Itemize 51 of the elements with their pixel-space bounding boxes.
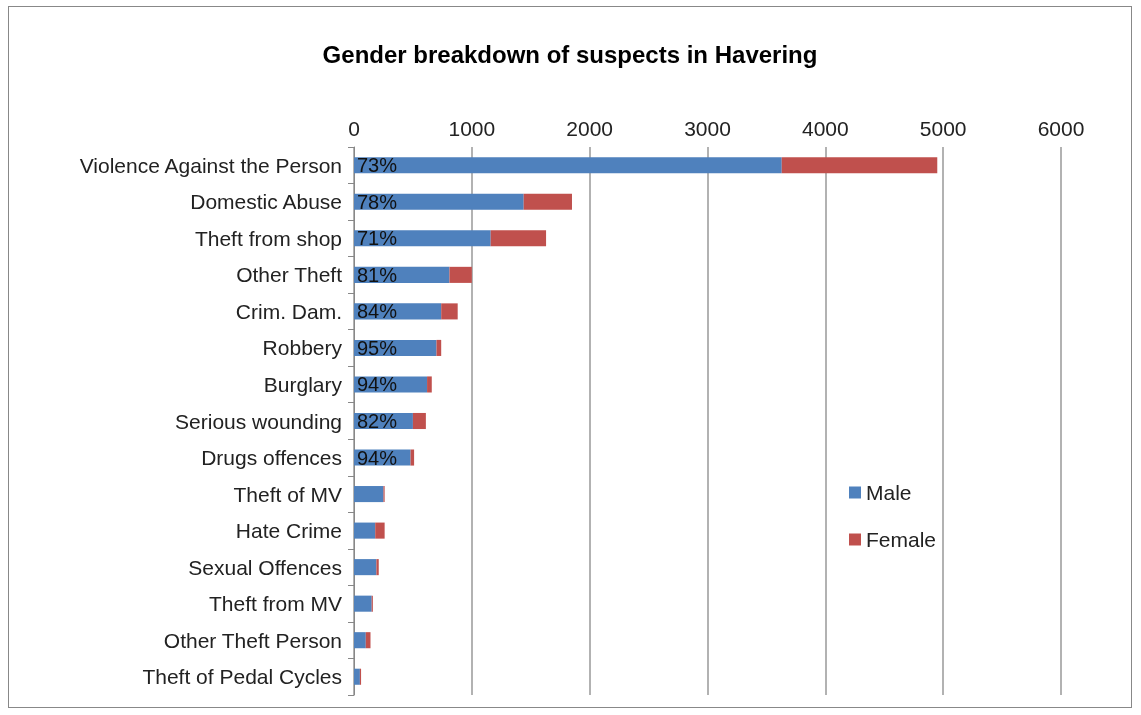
y-tick-label: Theft from shop bbox=[194, 226, 342, 250]
bar bbox=[376, 559, 379, 576]
legend-label: Female bbox=[865, 528, 937, 551]
bar bbox=[354, 157, 782, 174]
y-tick-label: Robbery bbox=[262, 336, 343, 360]
y-tick-label: Other Theft Person bbox=[163, 628, 342, 652]
bar bbox=[354, 559, 377, 576]
y-tick-label: Violence Against the Person bbox=[79, 153, 342, 177]
annotation: 84% bbox=[357, 300, 398, 323]
x-tick-label: 4000 bbox=[801, 117, 849, 140]
x-tick-label: 2000 bbox=[566, 117, 614, 140]
annotation: 78% bbox=[357, 190, 398, 213]
y-tick-label: Serious wounding bbox=[175, 409, 342, 433]
annotation: 94% bbox=[357, 373, 398, 396]
y-tick-label: Hate Crime bbox=[235, 519, 342, 543]
bar bbox=[781, 157, 938, 174]
annotation: 94% bbox=[357, 446, 398, 469]
annotation: 73% bbox=[357, 154, 398, 177]
annotation: 82% bbox=[357, 410, 398, 432]
annotation: 81% bbox=[357, 263, 398, 286]
y-tick-label: Crim. Dam. bbox=[235, 299, 342, 323]
bar bbox=[354, 632, 366, 649]
bar bbox=[354, 522, 376, 539]
y-tick-label: Theft of Pedal Cycles bbox=[142, 665, 342, 689]
bar bbox=[354, 486, 384, 503]
y-tick-label: Drugs offences bbox=[201, 446, 342, 470]
legend-label: Male bbox=[865, 481, 912, 504]
x-tick-label: 6000 bbox=[1037, 117, 1085, 140]
annotation: 71% bbox=[357, 227, 398, 250]
x-tick-label: 1000 bbox=[448, 117, 496, 140]
bar bbox=[354, 595, 372, 612]
annotation: 95% bbox=[357, 336, 398, 359]
bar bbox=[412, 412, 426, 430]
bar bbox=[449, 266, 472, 283]
y-tick-label: Theft from MV bbox=[208, 592, 342, 616]
bar bbox=[441, 303, 458, 320]
y-tick-label: Burglary bbox=[263, 372, 343, 396]
x-tick-label: 5000 bbox=[919, 117, 967, 140]
x-tick-label: 3000 bbox=[684, 117, 731, 140]
chart-title: Gender breakdown of suspects in Havering bbox=[322, 40, 818, 68]
bar bbox=[490, 230, 547, 247]
bar bbox=[354, 668, 360, 685]
y-tick-label: Sexual Offences bbox=[188, 555, 342, 579]
bar bbox=[436, 339, 442, 356]
bar bbox=[523, 193, 572, 210]
x-tick-label: 0 bbox=[348, 117, 360, 140]
bar bbox=[375, 522, 385, 539]
y-tick-label: Other Theft bbox=[236, 263, 343, 287]
y-tick-label: Theft of MV bbox=[233, 482, 342, 506]
y-tick-label: Domestic Abuse bbox=[190, 190, 342, 214]
bar bbox=[427, 376, 432, 393]
